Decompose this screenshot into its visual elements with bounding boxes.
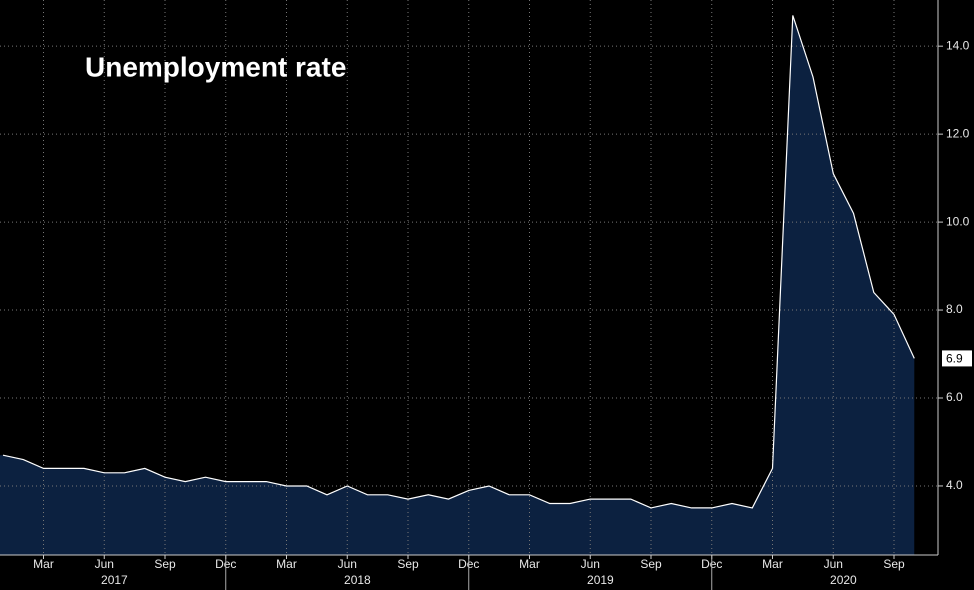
x-tick-label: Mar xyxy=(519,557,540,571)
x-tick-label: Mar xyxy=(276,557,297,571)
x-tick-label: Jun xyxy=(581,557,600,571)
x-tick-label: Sep xyxy=(397,557,419,571)
y-tick-label: 4.0 xyxy=(946,478,963,492)
area xyxy=(0,15,915,555)
y-tick-label: 14.0 xyxy=(946,38,970,52)
y-tick-label: 6.0 xyxy=(946,390,963,404)
y-tick-label: 12.0 xyxy=(946,126,970,140)
x-tick-label: Sep xyxy=(154,557,176,571)
line xyxy=(2,15,915,509)
last-value-label: 6.9 xyxy=(946,352,963,366)
year-label: 2020 xyxy=(830,573,857,587)
y-tick-label: 8.0 xyxy=(946,302,963,316)
y-tick-label: 10.0 xyxy=(946,214,970,228)
year-label: 2019 xyxy=(587,573,614,587)
x-tick-label: Jun xyxy=(824,557,843,571)
x-tick-label: Sep xyxy=(883,557,905,571)
x-tick-label: Jun xyxy=(338,557,357,571)
x-tick-label: Sep xyxy=(640,557,662,571)
x-tick-label: Mar xyxy=(762,557,783,571)
x-tick-label: Jun xyxy=(95,557,114,571)
chart-title: Unemployment rate xyxy=(85,51,346,82)
x-tick-label: Mar xyxy=(33,557,54,571)
year-label: 2017 xyxy=(101,573,128,587)
year-label: 2018 xyxy=(344,573,371,587)
last-value-box xyxy=(942,350,972,367)
